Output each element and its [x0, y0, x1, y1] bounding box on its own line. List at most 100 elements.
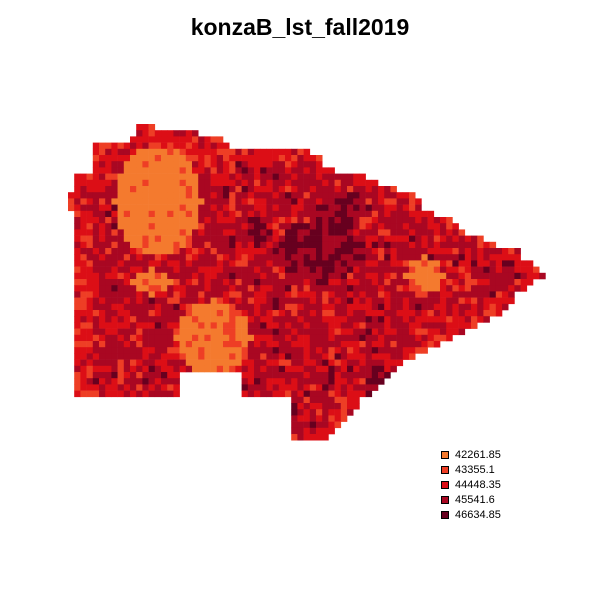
raster-cell: [278, 285, 286, 292]
raster-cell: [477, 297, 484, 305]
legend: 42261.85 43355.1 44448.35 45541.6 46634.…: [441, 447, 501, 522]
raster-cell: [241, 316, 249, 323]
raster-cell: [86, 328, 94, 336]
raster-cell: [117, 365, 125, 373]
raster-cell: [266, 303, 273, 311]
raster-cell: [309, 198, 317, 205]
raster-cell: [285, 186, 292, 193]
raster-cell: [359, 186, 366, 193]
raster-cell: [278, 167, 286, 174]
raster-cell: [489, 241, 497, 249]
raster-cell: [384, 229, 391, 236]
raster-cell: [446, 328, 453, 336]
raster-cell: [154, 248, 162, 255]
raster-cell: [210, 155, 218, 162]
raster-cell: [105, 210, 112, 218]
raster-cell: [291, 192, 298, 199]
raster-cell: [86, 372, 94, 379]
raster-cell: [402, 279, 410, 286]
raster-cell: [452, 266, 459, 274]
raster-cell: [427, 341, 435, 348]
raster-cell: [347, 403, 354, 410]
raster-cell: [136, 179, 143, 187]
raster-cell: [396, 334, 404, 342]
raster-cell: [185, 241, 193, 249]
raster-cell: [291, 316, 298, 323]
raster-cell: [130, 334, 137, 342]
raster-cell: [402, 241, 410, 249]
raster-cell: [334, 378, 342, 385]
raster-cell: [514, 248, 521, 255]
raster-cell: [328, 353, 335, 360]
raster-cell: [235, 341, 242, 348]
legend-item-3: 44448.35: [441, 477, 501, 492]
legend-item-2: 43355.1: [441, 462, 501, 477]
raster-cell: [309, 378, 317, 385]
raster-cell: [334, 421, 342, 429]
raster-cell: [80, 303, 87, 311]
raster-cell: [278, 260, 286, 267]
raster-cell: [365, 217, 373, 224]
raster-cell: [303, 390, 311, 398]
raster-cell: [471, 316, 478, 323]
raster-cell: [446, 279, 453, 286]
raster-cell: [254, 223, 261, 230]
raster-cell: [74, 310, 81, 317]
raster-cell: [198, 266, 205, 274]
raster-cell: [130, 285, 137, 292]
raster-cell: [192, 161, 199, 168]
raster-cell: [86, 384, 94, 391]
raster-cell: [235, 173, 242, 181]
raster-cell: [154, 179, 162, 187]
raster-cell: [539, 272, 546, 280]
raster-cell: [142, 192, 149, 199]
raster-cell: [378, 334, 385, 342]
raster-cell: [415, 198, 422, 205]
raster-cell: [254, 167, 261, 174]
raster-cell: [334, 279, 342, 286]
raster-cell: [266, 390, 273, 398]
raster-cell: [99, 248, 106, 255]
raster-cell: [74, 341, 81, 348]
raster-cell: [99, 365, 106, 373]
raster-cell: [86, 204, 94, 212]
raster-cell: [378, 347, 385, 354]
raster-cell: [334, 359, 342, 367]
raster-cell: [334, 322, 342, 329]
raster-cell: [80, 235, 87, 243]
raster-cell: [136, 285, 143, 292]
raster-cell: [192, 241, 199, 249]
raster-cell: [223, 310, 230, 317]
raster-cell: [111, 142, 118, 150]
raster-cell: [235, 186, 242, 193]
raster-cell: [328, 334, 335, 342]
raster-cell: [278, 210, 286, 218]
raster-cell: [316, 328, 323, 336]
raster-cell: [353, 347, 360, 354]
raster-cell: [247, 384, 255, 391]
raster-cell: [173, 365, 180, 373]
raster-cell: [316, 235, 323, 243]
raster-cell: [86, 310, 94, 317]
raster-cell: [254, 161, 261, 168]
raster-cell: [353, 285, 360, 292]
raster-cell: [458, 291, 466, 298]
raster-cell: [254, 179, 261, 187]
raster-cell: [185, 130, 193, 137]
raster-cell: [161, 303, 168, 311]
raster-cell: [210, 359, 218, 367]
raster-cell: [477, 291, 484, 298]
raster-cell: [365, 248, 373, 255]
raster-cell: [409, 192, 416, 199]
raster-cell: [297, 192, 304, 199]
raster-cell: [303, 272, 311, 280]
raster-cell: [86, 248, 94, 255]
raster-cell: [520, 285, 528, 292]
raster-cell: [161, 291, 168, 298]
raster-cell: [272, 217, 280, 224]
raster-cell: [173, 136, 180, 143]
raster-cell: [316, 415, 323, 422]
raster-cell: [285, 303, 292, 311]
raster-cell: [148, 353, 156, 360]
raster-cell: [464, 316, 472, 323]
